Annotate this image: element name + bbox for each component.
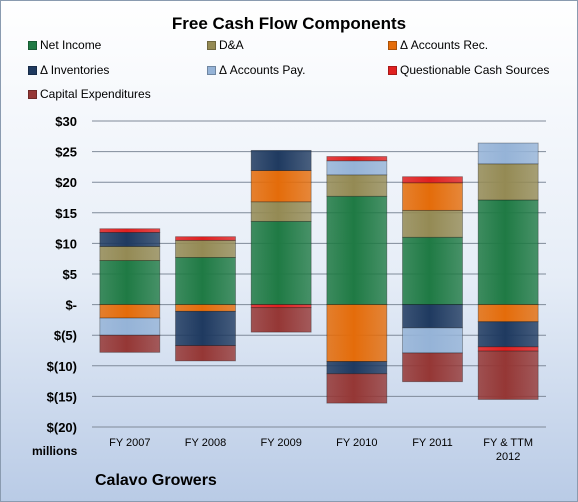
legend-item-accounts-pay: Δ Accounts Pay.: [207, 63, 306, 77]
bar-segment: [99, 231, 161, 247]
bar-segment: [250, 307, 312, 333]
legend-label: Δ Inventories: [40, 63, 110, 77]
bar-segment: [477, 163, 539, 201]
y-tick-label: $30: [55, 114, 77, 129]
bar-segment: [175, 257, 236, 306]
legend-label: Questionable Cash Sources: [400, 63, 550, 77]
legend-swatch: [388, 41, 397, 50]
legend-swatch: [207, 41, 216, 50]
legend-label: D&A: [219, 38, 244, 52]
bar-segment: [402, 182, 463, 211]
bar-segment: [99, 334, 161, 353]
legend-item-da: D&A: [207, 38, 244, 52]
y-tick-label: $(10): [47, 359, 77, 374]
bar-segment: [175, 310, 236, 347]
bar-segment: [250, 201, 312, 222]
bar-segment: [477, 142, 539, 165]
bar-segment: [99, 317, 161, 336]
legend-label: Δ Accounts Rec.: [400, 38, 489, 52]
y-tick-label: $25: [55, 145, 77, 160]
bar-segment: [175, 304, 236, 312]
bar-segment: [326, 304, 388, 362]
legend-label: Δ Accounts Pay.: [219, 63, 306, 77]
bar-segment: [402, 304, 463, 329]
y-tick-label: $-: [65, 298, 77, 313]
bar-segment: [99, 228, 161, 233]
company-name: Calavo Growers: [95, 472, 217, 489]
legend-swatch: [28, 90, 37, 99]
legend-item-capex: Capital Expenditures: [28, 87, 151, 101]
bar-segment: [477, 304, 539, 323]
bar-segment: [250, 149, 312, 171]
bar-segment: [477, 321, 539, 348]
bar-segment: [326, 160, 388, 176]
legend-swatch: [28, 41, 37, 50]
y-tick-label: $10: [55, 236, 77, 251]
y-tick-label: $20: [55, 175, 77, 190]
x-tick-label: FY 2009: [260, 437, 301, 449]
legend-item-accounts-rec: Δ Accounts Rec.: [388, 38, 488, 52]
chart-title: Free Cash Flow Components: [171, 14, 407, 33]
bar-segment: [326, 174, 388, 197]
bar-segment: [250, 170, 312, 203]
bar-segment: [250, 220, 312, 305]
legend-item-net-income: Net Income: [28, 38, 101, 52]
bar-segment: [175, 345, 236, 362]
legend-swatch: [28, 66, 37, 75]
bar-segment: [326, 373, 388, 404]
legend-label: Capital Expenditures: [40, 87, 151, 101]
legend-item-questionable-cash: Questionable Cash Sources: [388, 63, 549, 77]
bar-segment: [402, 327, 463, 354]
x-tick-label: FY 2010: [336, 437, 377, 449]
legend-swatch: [388, 66, 397, 75]
bar-segment: [99, 304, 161, 319]
bar-segment: [402, 352, 463, 383]
x-tick-label: FY 2007: [109, 437, 150, 449]
y-tick-label: $(15): [47, 389, 77, 404]
legend-item-inventories: Δ Inventories: [28, 63, 109, 77]
legend-swatch: [207, 66, 216, 75]
x-tick-label: FY 2011: [412, 437, 453, 449]
bar-segment: [326, 156, 388, 162]
bar-segment: [477, 199, 539, 305]
bar-segment: [477, 346, 539, 352]
legend-label: Net Income: [40, 38, 102, 52]
y-tick-label: $(20): [47, 420, 77, 435]
y-unit-label: millions: [32, 444, 78, 458]
y-tick-label: $(5): [54, 328, 77, 343]
y-tick-label: $15: [55, 206, 77, 221]
bar-segment: [175, 239, 236, 258]
x-tick-label: FY 2008: [185, 437, 226, 449]
bar-segment: [477, 350, 539, 400]
bar-segment: [402, 176, 463, 184]
y-tick-label: $5: [63, 267, 77, 282]
bar-segment: [99, 260, 161, 306]
bar-segment: [402, 236, 463, 305]
bar-segment: [326, 195, 388, 305]
bar-segment: [175, 236, 236, 241]
bar-segment: [250, 304, 312, 309]
bar-segment: [402, 209, 463, 238]
bar-segment: [326, 361, 388, 375]
bar-segment: [99, 246, 161, 261]
x-tick-label: FY & TTM 2012: [483, 437, 533, 463]
